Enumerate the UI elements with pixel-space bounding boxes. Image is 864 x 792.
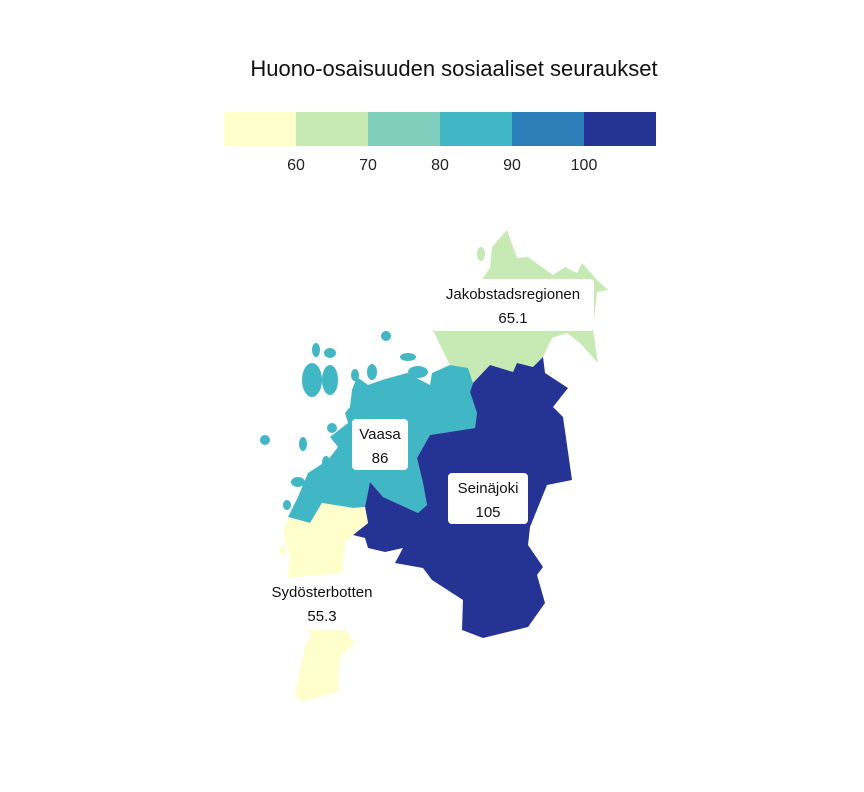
legend: 60 70 80 90 100 bbox=[224, 112, 656, 174]
legend-tick-label: 60 bbox=[287, 157, 305, 174]
region-value: 65.1 bbox=[498, 310, 527, 327]
legend-tick-label: 90 bbox=[503, 157, 521, 174]
legend-swatch bbox=[224, 112, 296, 146]
label-jakobstadsregionen: Jakobstadsregionen 65.1 bbox=[432, 279, 594, 331]
legend-swatch bbox=[440, 112, 512, 146]
legend-swatch bbox=[584, 112, 656, 146]
map-title: Huono-osaisuuden sosiaaliset seuraukset bbox=[250, 56, 658, 81]
region-value: 105 bbox=[475, 504, 500, 521]
region-name: Vaasa bbox=[359, 426, 401, 443]
region-value: 86 bbox=[372, 450, 389, 467]
region-name: Jakobstadsregionen bbox=[446, 286, 580, 303]
region-name: Seinäjoki bbox=[458, 480, 519, 497]
legend-swatch bbox=[296, 112, 368, 146]
region-value: 55.3 bbox=[307, 608, 336, 625]
label-seinajoki: Seinäjoki 105 bbox=[448, 473, 528, 524]
legend-tick-label: 100 bbox=[571, 157, 598, 174]
legend-tick-label: 80 bbox=[431, 157, 449, 174]
legend-tick-label: 70 bbox=[359, 157, 377, 174]
region-sydosterbotten[interactable] bbox=[280, 503, 368, 702]
region-name: Sydösterbotten bbox=[272, 584, 373, 601]
legend-swatch bbox=[512, 112, 584, 146]
label-vaasa: Vaasa 86 bbox=[352, 419, 408, 470]
legend-swatch bbox=[368, 112, 440, 146]
label-sydosterbotten: Sydösterbotten 55.3 bbox=[262, 578, 382, 630]
